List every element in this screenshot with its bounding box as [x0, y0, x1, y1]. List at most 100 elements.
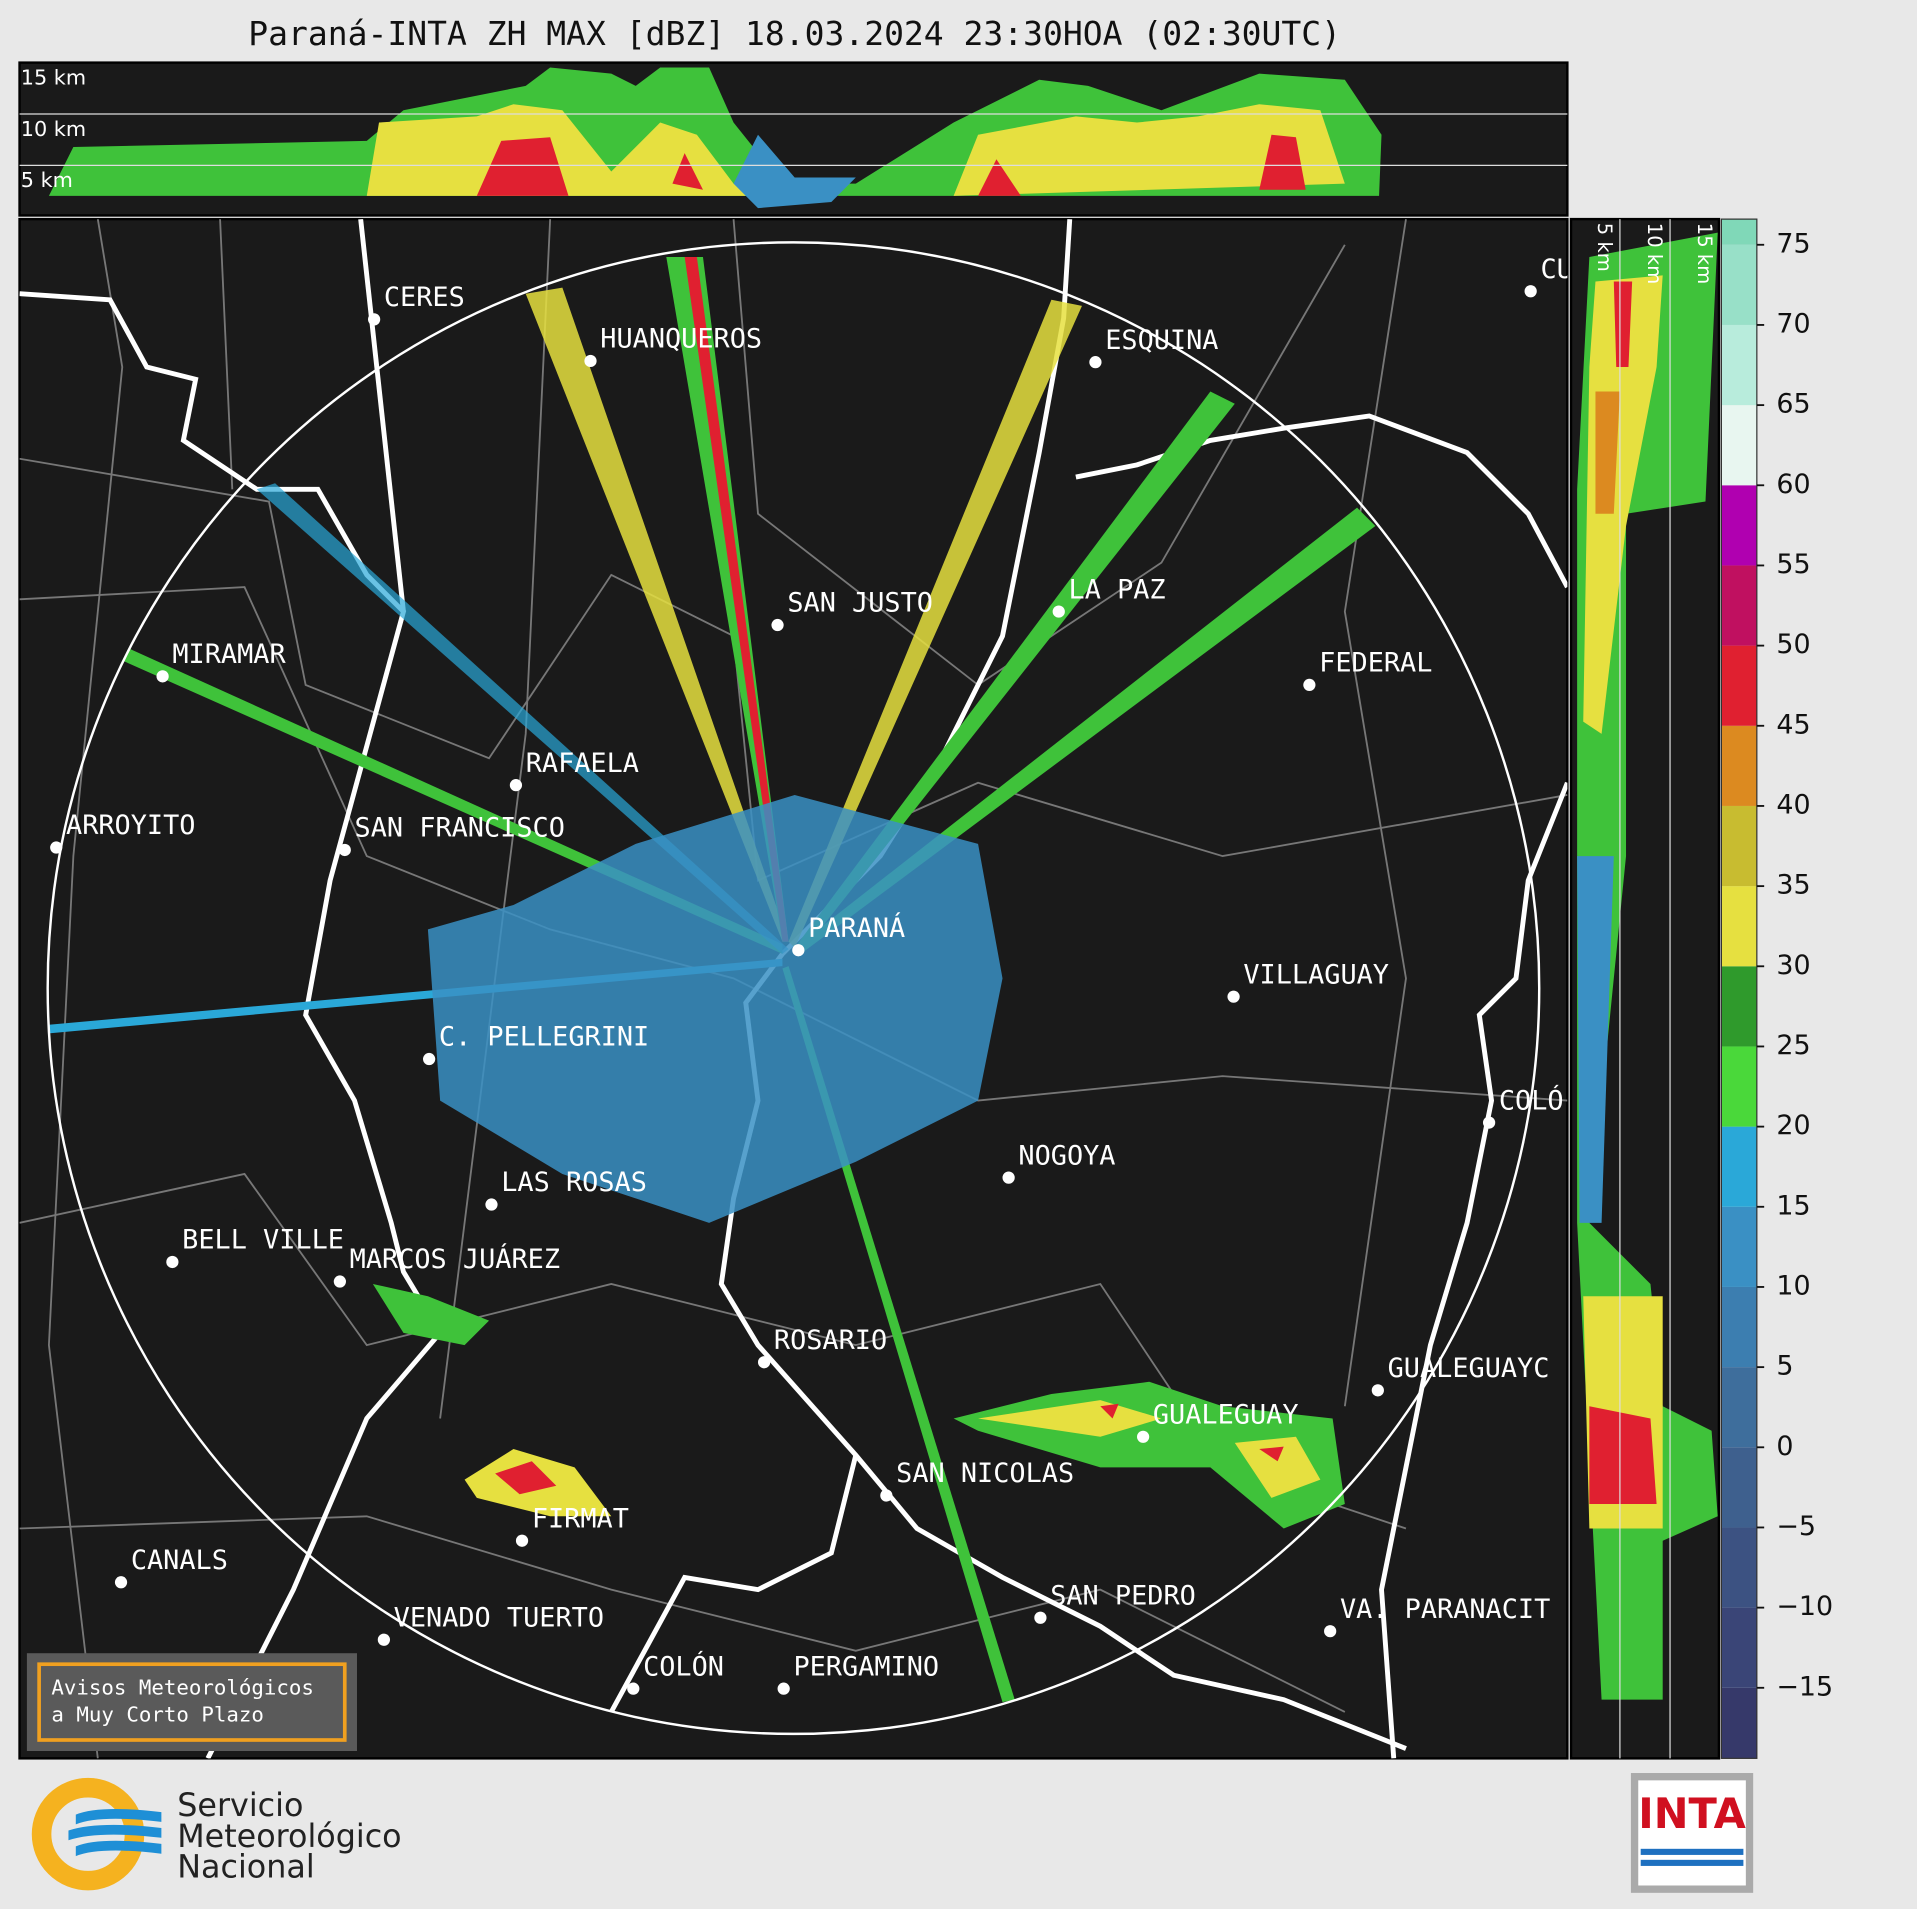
- city-label: COLÓ: [1499, 1084, 1564, 1116]
- city-label: NOGOYA: [1018, 1140, 1115, 1171]
- city-dot: [792, 944, 805, 957]
- city-label: GUALEGUAYC: [1388, 1353, 1550, 1384]
- colorbar-tick-label: 0: [1776, 1431, 1793, 1462]
- colorbar-tick-label: 70: [1776, 308, 1810, 339]
- city-dot: [377, 1633, 391, 1646]
- city-label: SAN PEDRO: [1050, 1580, 1196, 1611]
- colorbar-segment: [1721, 565, 1757, 646]
- colorbar-tick-label: −10: [1776, 1591, 1833, 1622]
- height-label: 10 km: [21, 117, 86, 141]
- city-dot: [1089, 356, 1102, 369]
- colorbar-segment: [1721, 324, 1757, 406]
- colorbar-segment: [1721, 725, 1757, 806]
- colorbar-tick-label: 30: [1776, 950, 1810, 981]
- colorbar-tick-label: −15: [1776, 1671, 1833, 1702]
- colorbar-tick-label: 20: [1776, 1110, 1810, 1141]
- colorbar-segment: [1721, 645, 1757, 726]
- colorbar-segment: [1721, 1687, 1757, 1759]
- city-dot: [1052, 605, 1065, 618]
- smn-text: Servicio: [177, 1788, 303, 1824]
- colorbar-segment: [1721, 485, 1757, 566]
- colorbar-segments: [1721, 219, 1757, 1759]
- inta-text: INTA: [1638, 1789, 1746, 1838]
- colorbar-segment: [1721, 405, 1757, 486]
- radar-echoes: [48, 257, 1376, 1703]
- city-label: VENADO TUERTO: [394, 1602, 604, 1633]
- notice-line: Avisos Meteorológicos: [51, 1676, 314, 1700]
- colorbar-tick-label: 75: [1776, 228, 1810, 259]
- smn-text: Meteorológico: [177, 1819, 401, 1855]
- city-dot: [757, 1356, 771, 1369]
- city-dot: [1324, 1625, 1337, 1638]
- colorbar-segment: [1721, 805, 1757, 887]
- colorbar-tick-label: 25: [1776, 1030, 1810, 1061]
- city-label: COLÓN: [643, 1650, 724, 1682]
- city-dot: [509, 779, 523, 792]
- city-label: FIRMAT: [532, 1503, 629, 1534]
- colorbar-tick-label: 50: [1776, 629, 1810, 660]
- city-dot: [1002, 1171, 1015, 1184]
- colorbar-segment: [1721, 886, 1757, 967]
- city-dot: [771, 618, 784, 632]
- smn-logo: Servicio Meteorológico Nacional: [31, 1777, 402, 1891]
- city-label: CU: [1540, 254, 1572, 285]
- smn-text: Nacional: [177, 1849, 314, 1885]
- colorbar-segment: [1721, 1607, 1757, 1688]
- city-dot: [1303, 678, 1316, 692]
- colorbar-tick-label: 45: [1776, 709, 1810, 740]
- city-dot: [880, 1489, 893, 1502]
- city-dot: [338, 843, 351, 857]
- notice-box: [26, 1653, 357, 1752]
- colorbar-tick-label: 15: [1776, 1190, 1810, 1221]
- top-profile: 15 km 10 km 5 km: [18, 61, 1569, 217]
- city-label: MARCOS JUÁREZ: [350, 1243, 560, 1275]
- colorbar-segment: [1721, 1367, 1757, 1448]
- colorbar-segment: [1721, 219, 1757, 245]
- city-label: SAN FRANCISCO: [355, 813, 565, 844]
- colorbar-tick-label: 35: [1776, 870, 1810, 901]
- colorbar-tick-label: 60: [1776, 469, 1810, 500]
- colorbar-tick-label: −5: [1776, 1511, 1816, 1542]
- map: CERES HUANQUEROS ESQUINA CU SAN JUSTO LA PAZ M…: [18, 217, 1572, 1760]
- inta-logo: INTA: [1630, 1773, 1754, 1893]
- city-label: LAS ROSAS: [501, 1167, 647, 1198]
- city-dot: [584, 354, 597, 368]
- city-dot: [333, 1275, 346, 1288]
- city-dot: [1034, 1611, 1047, 1624]
- colorbar-segment: [1721, 966, 1757, 1047]
- city-dot: [777, 1682, 790, 1695]
- city-label: LA PAZ: [1069, 574, 1166, 605]
- city-label: RAFAELA: [526, 748, 639, 779]
- colorbar-segment: [1721, 1206, 1757, 1287]
- city-label: BELL VILLE: [182, 1225, 344, 1256]
- city-label: VA. PARANACIT: [1340, 1594, 1550, 1625]
- city-dot: [1227, 990, 1240, 1003]
- city-label: C. PELLEGRINI: [439, 1022, 649, 1053]
- city-label: HUANQUEROS: [600, 324, 762, 355]
- colorbar-segment: [1721, 1527, 1757, 1608]
- colorbar-frame: [1720, 218, 1758, 1759]
- city-label: MIRAMAR: [172, 639, 286, 670]
- city-label: PERGAMINO: [793, 1651, 939, 1682]
- notice-line: a Muy Corto Plazo: [51, 1703, 264, 1727]
- title: Paraná-INTA ZH MAX [dBZ] 18.03.2024 23:3…: [248, 14, 1341, 53]
- height-label: 15 km: [1693, 223, 1716, 284]
- city-label: SAN JUSTO: [787, 588, 933, 619]
- city-dot: [114, 1576, 128, 1589]
- colorbar-tick-label: 10: [1776, 1270, 1810, 1301]
- city-dot: [485, 1198, 498, 1211]
- city-label: GUALEGUAY: [1153, 1400, 1299, 1431]
- colorbar-tick-label: 5: [1776, 1351, 1793, 1382]
- height-label: 5 km: [1593, 223, 1616, 272]
- colorbar-segment: [1721, 1126, 1757, 1207]
- height-label: 10 km: [1643, 223, 1666, 284]
- height-label: 15 km: [21, 66, 86, 90]
- city-label: VILLAGUAY: [1243, 959, 1389, 990]
- city-dot: [1136, 1430, 1150, 1443]
- city-dot: [50, 841, 63, 854]
- colorbar-tick-label: 55: [1776, 549, 1810, 580]
- city-label: ARROYITO: [66, 810, 195, 841]
- city-dot: [1482, 1116, 1496, 1129]
